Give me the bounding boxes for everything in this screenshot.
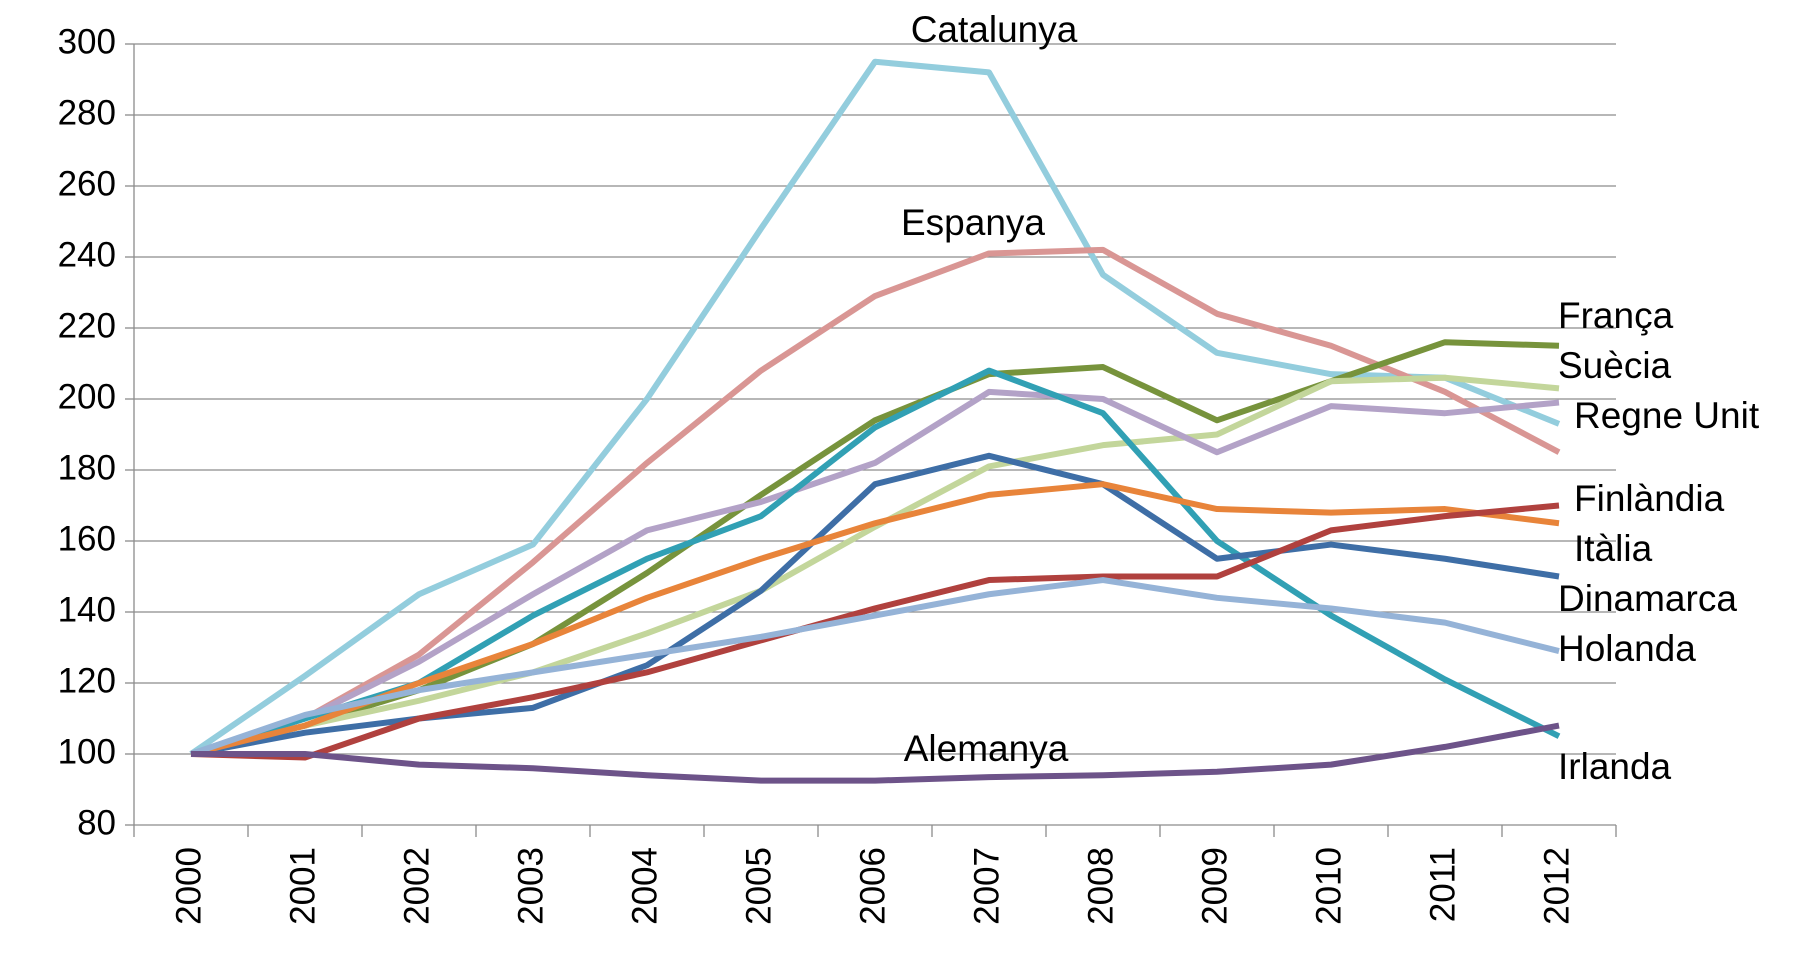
x-tick-label: 2001 — [283, 847, 322, 925]
y-tick-label: 280 — [58, 93, 116, 132]
series-label: França — [1558, 295, 1674, 336]
x-tick-label: 2004 — [625, 847, 664, 925]
x-tick-label: 2005 — [739, 847, 778, 925]
series-line — [190, 246, 1561, 757]
x-tick-label: 2000 — [169, 847, 208, 925]
y-tick-label: 240 — [58, 235, 116, 274]
series-line — [189, 58, 1561, 757]
series-line — [191, 722, 1560, 784]
series-label: Suècia — [1558, 345, 1672, 386]
series-label: Espanya — [901, 202, 1045, 243]
y-tick-label: 200 — [58, 377, 116, 416]
series-line — [190, 452, 1560, 757]
series-label: Finlàndia — [1574, 478, 1725, 519]
series-label: Itàlia — [1574, 528, 1653, 569]
x-tick-label: 2010 — [1309, 847, 1348, 925]
series-line — [190, 388, 1560, 757]
y-tick-label: 80 — [77, 803, 116, 842]
series-label: Dinamarca — [1558, 578, 1737, 619]
y-tick-label: 160 — [58, 519, 116, 558]
x-tick-label: 2003 — [511, 847, 550, 925]
x-tick-label: 2002 — [397, 847, 436, 925]
series-line — [190, 374, 1560, 757]
x-tick-label: 2008 — [1081, 847, 1120, 925]
series-label: Irlanda — [1558, 746, 1672, 787]
series-line — [190, 502, 1560, 761]
y-tick-label: 100 — [58, 732, 116, 771]
series-line — [190, 577, 1560, 757]
series-label: Regne Unit — [1574, 395, 1760, 436]
y-tick-label: 300 — [58, 22, 116, 61]
y-tick-label: 220 — [58, 306, 116, 345]
x-tick-label: 2009 — [1195, 847, 1234, 925]
y-tick-label: 180 — [58, 448, 116, 487]
series-line — [190, 481, 1560, 757]
y-tick-label: 120 — [58, 661, 116, 700]
x-tick-label: 2007 — [967, 847, 1006, 925]
series-label: Catalunya — [911, 9, 1078, 50]
y-tick-label: 260 — [58, 164, 116, 203]
series-label: Alemanya — [904, 728, 1069, 769]
x-tick-label: 2012 — [1537, 847, 1576, 925]
x-tick-label: 2006 — [853, 847, 892, 925]
y-tick-label: 140 — [58, 590, 116, 629]
series-label: Holanda — [1558, 628, 1696, 669]
x-tick-label: 2011 — [1423, 847, 1462, 922]
